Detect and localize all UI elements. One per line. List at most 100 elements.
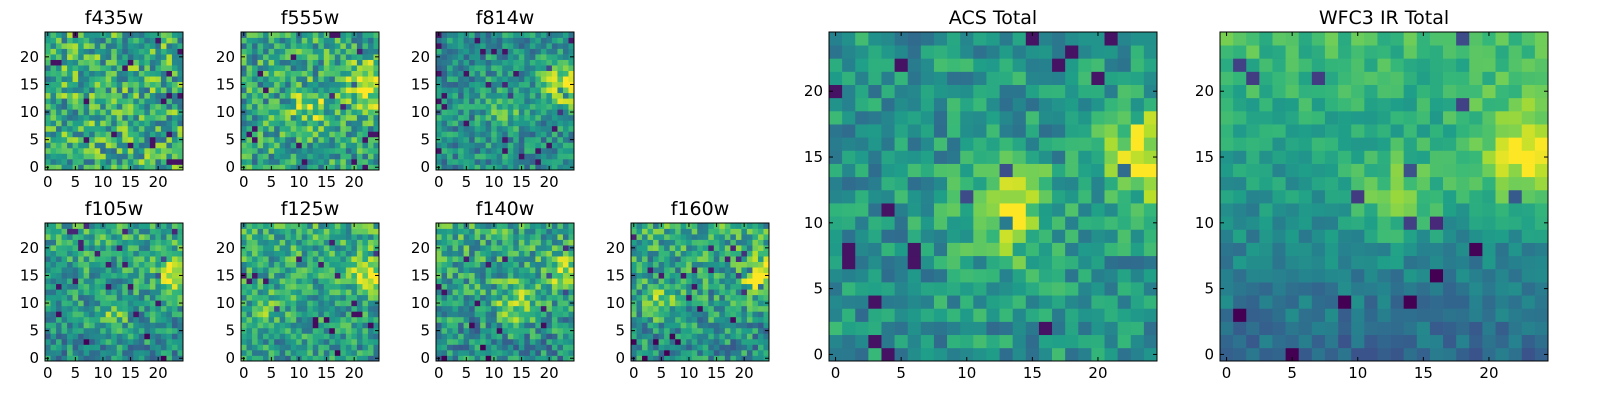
- heatmap-cell: [642, 333, 648, 340]
- heatmap-cell: [367, 153, 374, 160]
- heatmap-cell: [61, 305, 68, 312]
- heatmap-cell: [686, 300, 693, 307]
- heatmap-cell: [133, 98, 140, 105]
- heatmap-cell: [562, 48, 569, 55]
- heatmap-cell: [50, 278, 57, 285]
- heatmap-cell: [127, 311, 134, 318]
- heatmap-cell: [469, 344, 475, 351]
- heatmap-cell: [252, 333, 258, 340]
- heatmap-cell: [842, 163, 856, 178]
- heatmap-cell: [842, 242, 856, 257]
- heatmap-cell: [89, 300, 96, 307]
- heatmap-cell: [61, 70, 68, 77]
- heatmap-cell: [290, 234, 297, 240]
- heatmap-cell: [719, 322, 726, 329]
- heatmap-cell: [474, 114, 481, 121]
- heatmap-cell: [246, 98, 253, 105]
- heatmap-cell: [752, 283, 759, 290]
- heatmap-cell: [83, 32, 90, 38]
- heatmap-cell: [171, 261, 178, 268]
- heatmap-cell: [697, 278, 704, 285]
- heatmap-cell: [496, 125, 503, 132]
- heatmap-cell: [463, 147, 470, 154]
- heatmap-cell: [535, 147, 542, 154]
- heatmap-cell: [518, 59, 525, 66]
- heatmap-cell: [675, 228, 682, 235]
- heatmap-cell: [735, 333, 742, 340]
- heatmap-cell: [763, 256, 770, 262]
- heatmap-cell: [735, 228, 742, 235]
- heatmap-cell: [855, 189, 869, 204]
- heatmap-cell: [362, 228, 369, 235]
- heatmap-cell: [686, 245, 693, 251]
- heatmap-cell: [78, 322, 84, 329]
- heatmap-cell: [127, 234, 134, 240]
- heatmap-cell: [535, 333, 542, 340]
- heatmap-cell: [529, 54, 536, 60]
- heatmap-cell: [763, 261, 770, 268]
- heatmap-cell: [318, 48, 325, 55]
- heatmap-cell: [557, 98, 564, 105]
- heatmap-cell: [373, 37, 380, 44]
- heatmap-cell: [133, 300, 140, 307]
- heatmap-cell: [160, 87, 167, 94]
- heatmap-cell: [116, 239, 123, 246]
- heatmap-cell: [447, 153, 453, 160]
- heatmap-cell: [144, 164, 151, 171]
- heatmap-cell: [697, 256, 704, 262]
- heatmap-cell: [252, 147, 258, 154]
- heatmap-cell: [1012, 229, 1027, 243]
- heatmap-cell: [116, 120, 123, 127]
- heatmap-cell: [105, 76, 112, 83]
- heatmap-cell: [78, 278, 84, 285]
- heatmap-cell: [160, 142, 167, 149]
- heatmap-cell: [296, 245, 303, 251]
- heatmap-cell: [50, 234, 57, 240]
- heatmap-cell: [535, 43, 542, 49]
- heatmap-cell: [166, 228, 173, 235]
- heatmap-cell: [323, 289, 330, 296]
- heatmap-cell: [1025, 347, 1040, 362]
- heatmap-cell: [274, 114, 280, 121]
- heatmap-cell: [127, 305, 134, 312]
- heatmap-cell: [463, 98, 470, 105]
- heatmap-cell: [496, 48, 503, 55]
- heatmap-cell: [1091, 282, 1105, 296]
- heatmap-cell: [947, 242, 961, 257]
- heatmap-cell: [122, 250, 129, 257]
- heatmap-cell: [100, 305, 107, 312]
- heatmap-cell: [301, 322, 308, 329]
- heatmap-cell: [463, 349, 470, 356]
- heatmap-cell: [89, 98, 96, 105]
- heatmap-cell: [334, 59, 341, 66]
- heatmap-cell: [757, 234, 764, 240]
- heatmap-cell: [105, 250, 112, 257]
- heatmap-cell: [675, 327, 682, 334]
- heatmap-cell: [290, 114, 297, 121]
- heatmap-cell: [986, 308, 1000, 322]
- heatmap-cell: [50, 153, 57, 160]
- heatmap-cell: [367, 109, 374, 116]
- heatmap-cell: [160, 322, 167, 329]
- heatmap-cell: [257, 283, 264, 290]
- heatmap-cell: [724, 239, 731, 246]
- heatmap-cell: [285, 54, 292, 60]
- heatmap-cell: [1065, 203, 1079, 217]
- heatmap-cell: [133, 147, 140, 154]
- heatmap-cell: [351, 300, 358, 307]
- heatmap-cell: [730, 256, 737, 262]
- heatmap-cell: [664, 349, 670, 356]
- heatmap-cell: [458, 37, 464, 44]
- heatmap-cell: [496, 305, 503, 312]
- heatmap-cell: [263, 322, 269, 329]
- heatmap-cell: [535, 54, 542, 60]
- heatmap-cell: [518, 87, 525, 94]
- heatmap-cell: [296, 261, 303, 268]
- heatmap-cell: [518, 48, 525, 55]
- heatmap-cell: [1012, 163, 1027, 178]
- heatmap-cell: [562, 250, 569, 257]
- heatmap-cell: [144, 76, 151, 83]
- heatmap-cell: [351, 294, 358, 301]
- heatmap-cell: [513, 311, 520, 318]
- heatmap-cell: [741, 344, 748, 351]
